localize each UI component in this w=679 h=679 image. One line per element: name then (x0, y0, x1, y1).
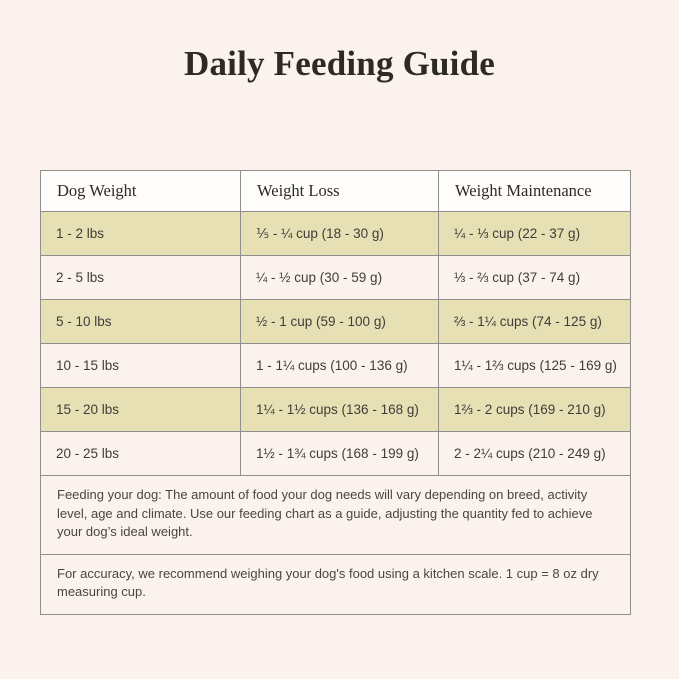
feeding-guide-table-container: Dog Weight Weight Loss Weight Maintenance … (40, 170, 631, 615)
weight-loss-cell: 1 - 1¼ cups (100 - 136 g) (240, 343, 439, 388)
measuring-accuracy-note: For accuracy, we recommend weighing your… (40, 553, 631, 615)
dog-weight-cell: 2 - 5 lbs (40, 255, 241, 300)
dog-weight-cell: 5 - 10 lbs (40, 299, 241, 344)
page-title: Daily Feeding Guide (183, 44, 496, 83)
weight-loss-cell: 1¼ - 1½ cups (136 - 168 g) (240, 387, 439, 432)
feeding-table-body: 1 - 2 lbs ⅕ - ¼ cup (18 - 30 g) ¼ - ⅓ cup … (40, 211, 631, 615)
table-row: 15 - 20 lbs 1¼ - 1½ cups (136 - 168 g) 1⅔ … (40, 387, 631, 432)
weight-loss-cell: ¼ - ½ cup (30 - 59 g) (240, 255, 439, 300)
dog-weight-cell: 15 - 20 lbs (40, 387, 241, 432)
weight-loss-cell: ½ - 1 cup (59 - 100 g) (240, 299, 439, 344)
table-row: 5 - 10 lbs ½ - 1 cup (59 - 100 g) ⅔ - 1¼ c… (40, 299, 631, 344)
table-row: 1 - 2 lbs ⅕ - ¼ cup (18 - 30 g) ¼ - ⅓ cup … (40, 211, 631, 256)
note-row: For accuracy, we recommend weighing your… (40, 553, 631, 615)
weight-loss-cell: 1½ - 1¾ cups (168 - 199 g) (240, 431, 439, 476)
dog-weight-cell: 20 - 25 lbs (40, 431, 241, 476)
feeding-table-header: Dog Weight Weight Loss Weight Maintenance (40, 170, 631, 212)
weight-loss-cell: ⅕ - ¼ cup (18 - 30 g) (240, 211, 439, 256)
column-header-weight-maintenance: Weight Maintenance (438, 170, 631, 212)
weight-maintenance-cell: 1¼ - 1⅔ cups (125 - 169 g) (438, 343, 631, 388)
weight-maintenance-cell: ⅓ - ⅔ cup (37 - 74 g) (438, 255, 631, 300)
table-row: 2 - 5 lbs ¼ - ½ cup (30 - 59 g) ⅓ - ⅔ cup … (40, 255, 631, 300)
column-header-weight-loss: Weight Loss (240, 170, 439, 212)
note-row: Feeding your dog: The amount of food you… (40, 475, 631, 555)
weight-maintenance-cell: ¼ - ⅓ cup (22 - 37 g) (438, 211, 631, 256)
feeding-advice-note: Feeding your dog: The amount of food you… (40, 475, 631, 555)
dog-weight-cell: 1 - 2 lbs (40, 211, 241, 256)
dog-weight-cell: 10 - 15 lbs (40, 343, 241, 388)
weight-maintenance-cell: 1⅔ - 2 cups (169 - 210 g) (438, 387, 631, 432)
table-row: 20 - 25 lbs 1½ - 1¾ cups (168 - 199 g) 2 -… (40, 431, 631, 476)
header-row: Dog Weight Weight Loss Weight Maintenance (40, 170, 631, 212)
table-row: 10 - 15 lbs 1 - 1¼ cups (100 - 136 g) 1¼ -… (40, 343, 631, 388)
weight-maintenance-cell: ⅔ - 1¼ cups (74 - 125 g) (438, 299, 631, 344)
column-header-dog-weight: Dog Weight (40, 170, 241, 212)
feeding-table: Dog Weight Weight Loss Weight Maintenance … (40, 170, 631, 615)
weight-maintenance-cell: 2 - 2¼ cups (210 - 249 g) (438, 431, 631, 476)
